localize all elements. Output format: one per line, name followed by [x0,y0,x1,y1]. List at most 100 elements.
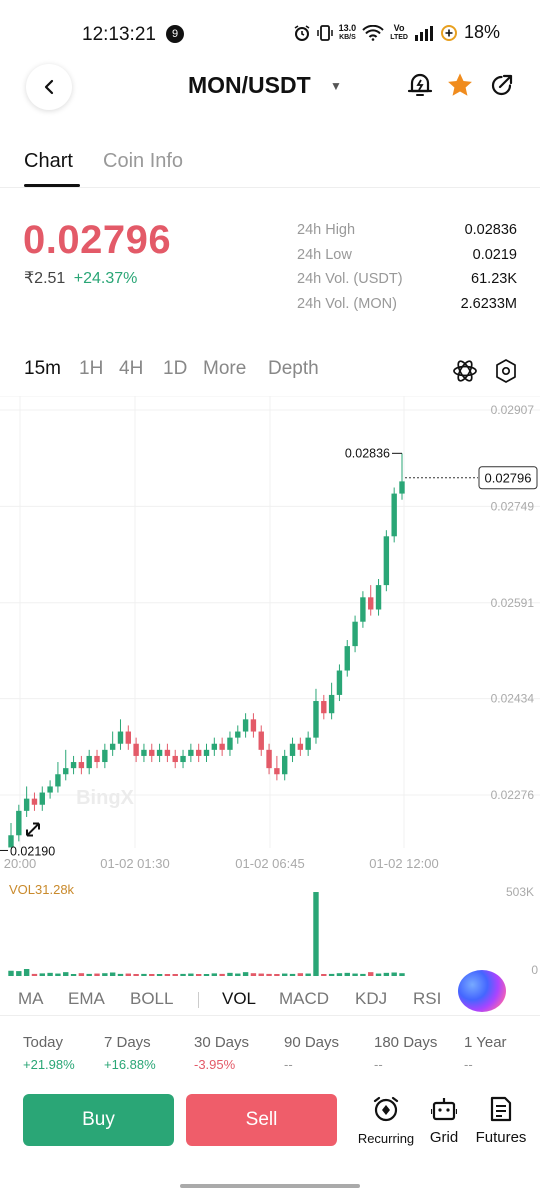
back-button[interactable] [26,64,72,110]
indicator-macd[interactable]: MACD [279,989,330,1008]
price-alert-button[interactable] [403,68,437,102]
volte-indicator: Vo LTED [390,23,408,42]
candle-body [125,731,131,744]
timeframe-1d[interactable]: 1D [163,358,188,379]
volume-bar [274,974,280,976]
price-subline: ₹2.51 +24.37% [24,268,137,288]
chart-canvas[interactable]: BingX 0.02907 0.02749 0.02591 0.02434 0.0227… [0,396,540,874]
candle-body [313,701,319,738]
volume-canvas[interactable]: VOL31.28k 503K 0 [0,876,540,978]
pair-selector[interactable]: MON/USDT [188,72,311,98]
timeframe-bar: 15m 1H 4H 1D More Depth [0,356,540,386]
volume-bar [39,973,45,976]
candle-body [375,585,382,610]
volume-bar [344,972,350,976]
volume-bar [188,973,194,976]
price-tick-label: 0.02749 [491,499,535,513]
candle-body [266,749,272,769]
volume-chart[interactable]: VOL31.28k 503K 0 [0,876,540,978]
candle-body [305,737,311,750]
candle-body [117,731,124,744]
volume-bar [235,973,241,976]
indicator-vol[interactable]: VOL [222,989,257,1008]
period-label: 7 Days [104,1034,151,1051]
stat-value: 0.02836 [464,222,517,238]
candle-body [258,731,264,750]
period-today: Today +21.98% [23,1034,75,1072]
volume-bar [242,972,249,976]
indicator-kdj[interactable]: KDJ [355,989,388,1008]
volume-bar [125,973,131,976]
candle-body [297,743,304,750]
indicator-boll[interactable]: BOLL [130,989,174,1008]
futures-button[interactable]: Futures [473,1094,529,1146]
timeframe-1h[interactable]: 1H [79,358,104,379]
grid-button[interactable]: Grid [424,1094,464,1146]
network-speed-value: 13.0 [338,22,357,33]
volume-bar [313,892,319,976]
indicator-ema[interactable]: EMA [68,989,105,1008]
price-tick-label: 0.02591 [491,596,535,610]
candle-body [250,719,257,732]
network-speed: 13.0 KB/S [338,22,357,42]
stat-24h-vol-usdt: 24h Vol. (USDT) 61.23K [297,271,517,296]
indicator-ma[interactable]: MA [18,989,44,1008]
volume-bar [282,973,288,976]
period-value: +21.98% [23,1057,75,1072]
stat-24h-high: 24h High 0.02836 [297,222,517,247]
battery-percent: 18% [463,22,500,42]
favorite-button[interactable] [443,68,477,102]
volume-bar [86,973,92,976]
time-tick-label: 01-02 06:45 [235,856,304,871]
volume-bar [23,969,30,976]
candle-body [352,621,358,647]
settings-hex-icon[interactable] [494,358,518,384]
volume-bar [321,974,327,976]
volume-tick-label: 503K [506,885,534,899]
volume-bar [360,973,366,976]
atom-icon[interactable] [452,358,478,384]
volume-label: VOL31.28k [9,882,75,897]
volume-bar [305,973,311,976]
buy-button[interactable]: Buy [23,1094,174,1146]
period-30-days: 30 Days -3.95% [194,1034,249,1072]
share-button[interactable] [485,68,519,102]
tab-chart[interactable]: Chart [24,150,73,172]
ai-assistant-icon[interactable] [458,970,506,1012]
stat-value: 0.0219 [472,246,517,263]
indicator-rsi[interactable]: RSI [413,989,442,1008]
period-7-days: 7 Days +16.88% [104,1034,156,1072]
share-icon [491,74,513,96]
candle-body [360,597,366,622]
recurring-button[interactable]: Recurring [356,1094,416,1146]
time-tick-label: 01-02 01:30 [100,856,169,871]
candle-body [39,792,45,805]
volume-bar [117,973,124,976]
timeframe-15m[interactable]: 15m [24,358,61,379]
stat-label: 24h Vol. (USDT) [297,271,403,287]
period-value: -3.95% [194,1057,236,1072]
candle-body [211,743,218,750]
volume-bar [47,972,53,976]
timeframe-depth[interactable]: Depth [268,358,319,379]
stat-value: 2.6233M [460,295,517,312]
period-value: -- [374,1057,383,1072]
period-value: -- [284,1057,293,1072]
candle-body [328,694,335,714]
candlestick-chart[interactable]: BingX 0.02907 0.02749 0.02591 0.02434 0.0227… [0,396,540,874]
sell-button[interactable]: Sell [186,1094,337,1146]
timeframe-more[interactable]: More [203,358,247,379]
candle-body [383,536,390,586]
stat-24h-low: 24h Low 0.0219 [297,247,517,272]
period-returns: Today +21.98% 7 Days +16.88% 30 Days -3.95%… [0,1032,540,1078]
timeframe-4h[interactable]: 4H [119,358,144,379]
tab-coin-info[interactable]: Coin Info [103,150,184,172]
caret-down-icon[interactable]: ▼ [330,79,342,93]
volume-bar [391,972,397,976]
candle-body [23,798,30,811]
period-label: 90 Days [284,1034,340,1051]
high-price-label: 0.02836 [345,446,390,460]
volume-tick-label: 0 [531,963,538,977]
chevron-left-icon [44,79,54,95]
volume-bar [109,972,116,976]
